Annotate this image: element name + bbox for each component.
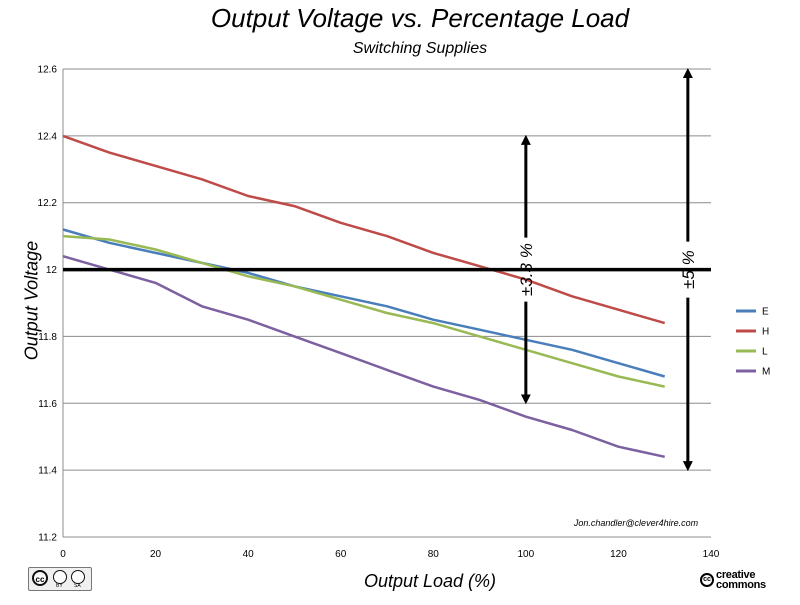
x-tick-label: 140 bbox=[703, 549, 720, 560]
legend-label-M: M bbox=[762, 367, 770, 378]
x-tick-label: 120 bbox=[610, 549, 627, 560]
series-line-L bbox=[62, 234, 665, 388]
series-line-E bbox=[62, 228, 666, 378]
y-tick-label: 11.6 bbox=[38, 399, 57, 410]
attribution-icon bbox=[53, 570, 67, 584]
x-axis-label: Output Load (%) bbox=[363, 571, 497, 591]
legend-label-H: H bbox=[762, 327, 769, 338]
cc-license-badge: cc BY SA bbox=[28, 567, 92, 591]
legend-label-L: L bbox=[762, 347, 768, 358]
cc-icon: cc bbox=[32, 570, 48, 586]
y-tick-label: 11.2 bbox=[38, 533, 57, 544]
y-tick-label: 12 bbox=[46, 265, 58, 276]
credit-text: Jon.chandler@clever4hire.com bbox=[573, 518, 699, 528]
cc-logo-icon: cc bbox=[700, 573, 714, 587]
y-tick-label: 12.6 bbox=[38, 65, 58, 76]
x-tick-label: 40 bbox=[243, 549, 255, 560]
series-line-M bbox=[62, 254, 665, 459]
share-alike-icon bbox=[71, 570, 85, 584]
license-by-label: BY bbox=[56, 583, 63, 589]
chart-subtitle: Switching Supplies bbox=[352, 40, 488, 57]
y-tick-label: 11.4 bbox=[38, 466, 57, 477]
annotation-label: ±5 % bbox=[679, 250, 698, 289]
license-sa-label: SA bbox=[74, 583, 81, 589]
cc-logo-line1: creative bbox=[716, 569, 756, 581]
x-tick-label: 100 bbox=[518, 549, 535, 560]
legend-label-E: E bbox=[762, 307, 769, 318]
x-tick-label: 80 bbox=[428, 549, 440, 560]
x-tick-label: 0 bbox=[60, 549, 66, 560]
x-tick-label: 20 bbox=[150, 549, 162, 560]
series-line-H bbox=[62, 134, 666, 325]
x-tick-label: 60 bbox=[335, 549, 347, 560]
y-tick-label: 12.4 bbox=[38, 131, 58, 142]
annotation-label: ±3.3 % bbox=[517, 243, 536, 296]
y-tick-label: 12.2 bbox=[38, 198, 58, 209]
cc-logo-line2: commons bbox=[716, 579, 766, 591]
y-tick-label: 11.8 bbox=[38, 332, 57, 343]
chart-title: Output Voltage vs. Percentage Load bbox=[210, 3, 630, 33]
